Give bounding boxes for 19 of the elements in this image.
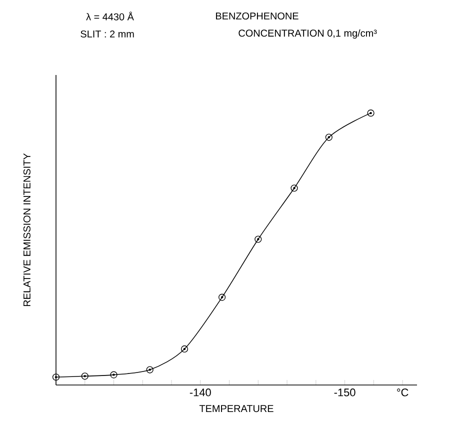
point: [218, 294, 226, 301]
y-axis-title: RELATIVE EMISSION INTENSITY: [23, 153, 30, 306]
point: [146, 366, 154, 374]
point: [52, 374, 60, 381]
text: λ = 4430 Å: [86, 12, 134, 20]
point: [290, 184, 298, 192]
x-axis-title: TEMPERATURE: [199, 405, 274, 412]
point: [110, 371, 118, 378]
text: SLIT : 2 mm: [80, 30, 134, 38]
point: [180, 345, 188, 353]
point: [325, 134, 332, 141]
point: [81, 372, 88, 380]
point: [254, 236, 262, 243]
point: [367, 110, 374, 117]
x-tick-label: -150: [334, 388, 356, 396]
x-tick-label: -140: [190, 388, 211, 396]
text: BENZOPHENONE: [216, 12, 298, 20]
text: CONCENTRATION 0,1 mg/cm³: [238, 29, 377, 39]
x-tick-label: °C: [397, 388, 408, 396]
